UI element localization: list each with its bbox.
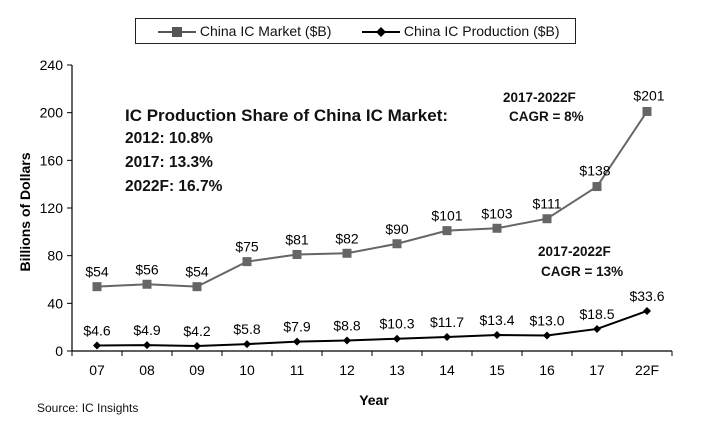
x-tick-label: 08 [139,362,155,378]
market-cagr-period: 2017-2022F [503,90,576,105]
production-data-label: $4.2 [183,323,210,339]
market-point [592,182,602,192]
market-data-label: $82 [335,230,359,246]
legend-item-production: China IC Production ($B) [362,23,560,39]
x-tick-label: 12 [339,362,355,378]
legend-market-swatch [158,27,196,38]
market-point [542,214,552,224]
x-tick-label: 22F [635,362,659,378]
market-point [492,223,502,233]
production-point [243,340,251,349]
market-point [92,282,102,292]
market-point [292,249,302,259]
axes: 0 40 80 120 160 200 240 07 08 09 10 11 12 13 14 15 16 17 2… [17,57,673,408]
legend: China IC Market ($B) China IC Production… [135,18,576,44]
market-point [142,279,152,289]
market-data-label: $54 [185,264,209,280]
production-data-label: $13.0 [529,313,564,329]
market-point [392,239,402,249]
y-tick-label: 120 [40,200,64,216]
production-data-label: $33.6 [629,288,664,304]
market-cagr-value: CAGR = 8% [509,109,584,124]
legend-item-market: China IC Market ($B) [158,23,331,39]
production-point [643,306,651,315]
production-cagr-period: 2017-2022F [538,244,611,259]
production-point [293,337,301,346]
market-data-label: $111 [532,196,561,212]
share-line-2022f: 2022F: 16.7% [125,178,223,195]
x-tick-label: 14 [439,362,455,378]
x-tick-label: 07 [89,362,105,378]
market-data-label: $138 [579,163,610,179]
production-point [593,324,601,333]
production-point [93,341,101,350]
production-data-label: $18.5 [579,306,614,322]
x-tick-label: 09 [189,362,205,378]
y-tick-label: 240 [40,57,64,73]
legend-label-market: China IC Market ($B) [199,23,332,39]
x-tick-label: 15 [489,362,505,378]
y-tick-label: 200 [40,105,64,121]
x-tick-label: 17 [589,362,605,378]
source-note: Source: IC Insights [37,401,139,415]
production-point [343,336,351,345]
series-line-market [96,110,648,288]
share-line-2012: 2012: 10.8% [125,130,213,147]
x-axis-title: Year [359,392,389,408]
x-tick-label: 13 [389,362,405,378]
y-tick-label: 40 [47,295,63,311]
series-line-production [96,310,648,347]
production-point [543,331,551,340]
x-tick-label: 16 [539,362,555,378]
legend-production-swatch [362,27,400,38]
market-data-label: $75 [235,239,259,255]
production-point [393,334,401,343]
production-cagr-value: CAGR = 13% [541,264,624,279]
production-point [443,333,451,342]
production-data-label: $8.8 [333,318,360,334]
x-tick-label: 11 [290,362,305,378]
production-point [193,341,201,350]
market-data-label: $56 [135,261,159,277]
share-title: IC Production Share of China IC Market: [125,106,449,125]
market-point [192,282,202,292]
production-point [493,331,501,340]
data-labels: $54 $56 $54 $75 $81 $82 $90 $101 $103 $111 $138 $20… [83,87,664,339]
y-tick-label: 160 [40,152,64,168]
series-lines [92,106,652,350]
production-data-label: $13.4 [479,312,514,328]
market-data-label: $90 [385,221,409,237]
x-tick-label: 10 [239,362,255,378]
production-data-label: $4.9 [133,322,160,338]
market-data-label: $201 [633,87,664,103]
market-data-label: $54 [85,264,109,280]
y-axis-title: Billions of Dollars [17,152,33,271]
share-line-2017: 2017: 13.3% [125,154,213,171]
market-data-label: $81 [285,231,309,247]
production-data-label: $7.9 [283,319,310,335]
market-point [442,226,452,236]
market-point [242,257,252,267]
y-tick-label: 80 [47,248,63,264]
production-data-label: $11.7 [430,314,464,330]
market-point [642,106,652,116]
market-point [342,248,352,258]
y-tick-label: 0 [55,343,63,359]
market-data-label: $101 [431,208,462,224]
production-data-label: $5.8 [233,321,260,337]
legend-label-production: China IC Production ($B) [403,23,560,39]
market-data-label: $103 [481,205,512,221]
production-data-label: $4.6 [83,323,110,339]
production-data-label: $10.3 [379,316,414,332]
production-point [143,341,151,350]
